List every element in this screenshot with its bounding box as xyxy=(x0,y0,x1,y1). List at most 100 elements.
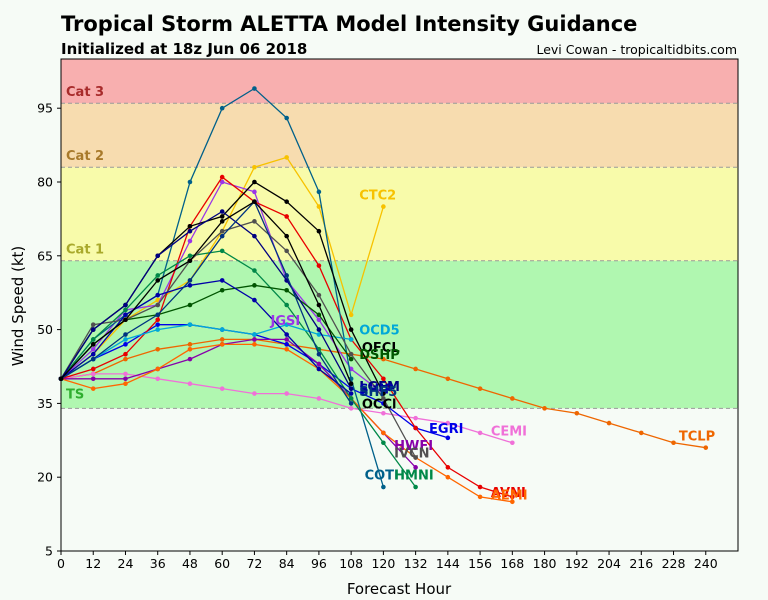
data-point xyxy=(123,332,128,337)
model-label: OCCl xyxy=(362,397,397,412)
data-point xyxy=(187,179,193,185)
chart-title: Tropical Storm ALETTA Model Intensity Gu… xyxy=(61,12,637,36)
data-point xyxy=(348,312,354,318)
x-tick-label: 60 xyxy=(214,556,230,571)
data-point xyxy=(187,342,193,347)
model-label: HWFI xyxy=(394,439,433,454)
data-point xyxy=(381,440,386,446)
data-point xyxy=(477,386,483,391)
data-point xyxy=(90,371,96,377)
data-point xyxy=(219,209,225,214)
data-point xyxy=(90,322,96,327)
data-point xyxy=(219,386,225,391)
data-point xyxy=(155,297,161,303)
data-point xyxy=(90,376,96,382)
series-line xyxy=(60,279,352,395)
model-label: COTI xyxy=(365,469,399,484)
data-point xyxy=(90,342,96,347)
x-tick-label: 204 xyxy=(597,556,621,571)
x-tick-label: 240 xyxy=(694,556,718,571)
data-point xyxy=(316,228,322,234)
data-point xyxy=(316,263,322,268)
band-ts xyxy=(61,260,738,409)
data-point xyxy=(348,327,354,332)
data-point xyxy=(90,386,96,391)
band-label: Cat 3 xyxy=(66,85,104,100)
data-point xyxy=(348,386,354,391)
data-point xyxy=(187,302,193,308)
x-tick-label: 84 xyxy=(279,556,295,571)
x-tick-label: 12 xyxy=(85,556,101,571)
data-point xyxy=(155,292,161,298)
band-cat-3 xyxy=(61,59,738,104)
data-point xyxy=(123,376,128,382)
x-tick-label: 36 xyxy=(150,556,166,571)
model-label: EGRI xyxy=(429,422,463,437)
data-point xyxy=(187,346,193,352)
data-point xyxy=(284,199,289,204)
data-point xyxy=(316,332,322,337)
data-point xyxy=(381,401,386,406)
data-point xyxy=(284,302,289,308)
band-cat-2 xyxy=(61,103,738,168)
data-point xyxy=(123,302,128,308)
data-point xyxy=(219,278,225,283)
data-point xyxy=(316,302,322,308)
data-point xyxy=(671,440,676,446)
data-point xyxy=(284,273,289,278)
data-point xyxy=(381,204,386,209)
data-point xyxy=(316,204,322,209)
x-tick-label: 156 xyxy=(468,556,492,571)
y-tick-label: 35 xyxy=(37,396,53,411)
band-label: Cat 1 xyxy=(66,242,104,257)
data-point xyxy=(348,401,354,406)
y-tick-label: 95 xyxy=(37,101,53,116)
data-point xyxy=(348,337,354,342)
data-point xyxy=(155,322,161,327)
model-label: SHIP xyxy=(359,383,394,398)
data-point xyxy=(123,337,128,342)
data-point xyxy=(219,105,225,111)
data-point xyxy=(90,366,96,372)
data-point xyxy=(187,356,193,362)
data-point xyxy=(284,248,289,254)
y-tick-label: 20 xyxy=(37,470,53,485)
data-point xyxy=(219,228,225,234)
data-point xyxy=(284,337,289,342)
data-point xyxy=(413,366,418,372)
axes: 0 12 24 36 48 60 72 84 96 108 120 132 144 156 168 180 19… xyxy=(37,58,739,571)
data-point xyxy=(606,420,612,426)
data-point xyxy=(155,273,161,278)
data-point xyxy=(252,219,257,224)
data-point xyxy=(123,381,128,387)
data-point xyxy=(381,376,386,382)
data-point xyxy=(252,179,257,185)
band-label: Cat 2 xyxy=(66,149,104,164)
data-point xyxy=(316,366,322,372)
data-point xyxy=(252,391,257,396)
data-point xyxy=(219,337,225,342)
data-point xyxy=(123,371,128,377)
data-point xyxy=(219,219,225,224)
data-point xyxy=(381,410,386,416)
x-tick-label: 228 xyxy=(662,556,686,571)
data-point xyxy=(348,381,354,387)
model-label: AVNI xyxy=(491,486,526,501)
data-point xyxy=(284,115,289,121)
data-point xyxy=(638,430,644,436)
y-axis-label: Wind Speed (kt) xyxy=(9,246,27,367)
data-point xyxy=(348,356,354,362)
data-point xyxy=(252,337,257,342)
data-point xyxy=(348,396,354,401)
data-point xyxy=(90,327,96,332)
category-bands: TS Cat 1 Cat 2 Cat 3 xyxy=(61,59,738,409)
model-label: LGEM xyxy=(359,380,400,395)
data-point xyxy=(90,346,96,352)
data-point xyxy=(316,361,322,367)
x-tick-label: 168 xyxy=(500,556,524,571)
data-point xyxy=(316,351,322,357)
data-point xyxy=(316,396,322,401)
x-axis-label: Forecast Hour xyxy=(347,580,452,598)
data-point xyxy=(316,327,322,332)
data-point xyxy=(155,302,161,308)
